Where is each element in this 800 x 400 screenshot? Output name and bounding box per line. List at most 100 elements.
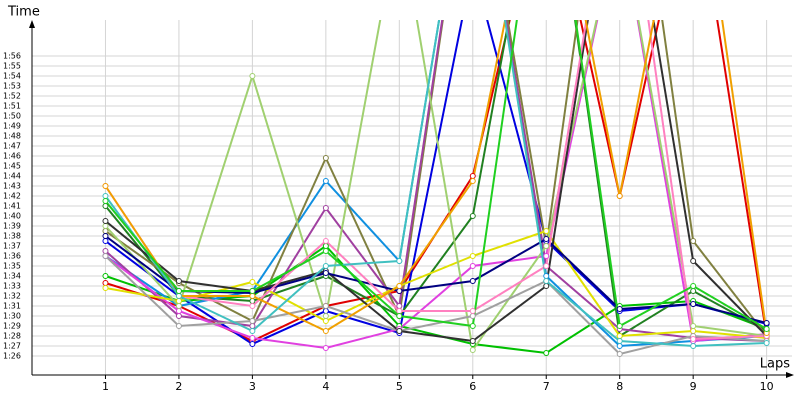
- point-marker: [249, 323, 256, 329]
- x-axis-label: Laps: [760, 357, 790, 372]
- point-marker: [102, 228, 109, 234]
- point-marker: [690, 323, 697, 329]
- point-marker: [543, 243, 550, 249]
- point-marker: [543, 273, 550, 279]
- point-marker: [469, 263, 476, 269]
- y-tick-label: 1:41: [3, 202, 21, 211]
- series-line: [104, 20, 767, 348]
- point-marker: [469, 178, 476, 184]
- point-marker: [322, 318, 329, 324]
- y-tick-label: 1:50: [3, 112, 21, 121]
- point-marker: [175, 298, 182, 304]
- point-marker: [175, 278, 182, 284]
- point-marker: [469, 308, 476, 314]
- point-marker: [469, 213, 476, 219]
- point-marker: [249, 318, 256, 324]
- point-marker: [469, 313, 476, 319]
- y-axis-label: Time: [7, 5, 40, 20]
- point-marker: [249, 341, 256, 347]
- point-marker: [249, 328, 256, 334]
- point-marker: [322, 328, 329, 334]
- y-tick-label: 1:51: [3, 102, 21, 111]
- y-tick-label: 1:53: [3, 82, 21, 91]
- point-marker: [543, 228, 550, 234]
- point-marker: [102, 233, 109, 239]
- y-tick-label: 1:48: [3, 132, 21, 141]
- series-line: [104, 20, 767, 341]
- y-tick-label: 1:49: [3, 122, 21, 131]
- point-marker: [690, 301, 697, 307]
- point-marker: [690, 343, 697, 349]
- x-tick-label: 8: [616, 380, 623, 393]
- point-marker: [102, 238, 109, 244]
- point-marker: [175, 323, 182, 329]
- x-axis-arrow: [786, 372, 794, 378]
- point-marker: [322, 345, 329, 351]
- y-tick-label: 1:33: [3, 282, 21, 291]
- point-marker: [175, 288, 182, 294]
- point-marker: [249, 279, 256, 285]
- point-marker: [249, 288, 256, 294]
- y-tick-label: 1:31: [3, 302, 21, 311]
- point-marker: [690, 336, 697, 342]
- point-marker: [322, 248, 329, 254]
- point-marker: [396, 283, 403, 289]
- point-marker: [102, 285, 109, 291]
- point-marker: [543, 253, 550, 259]
- point-marker: [175, 293, 182, 299]
- series-line: [104, 20, 767, 353]
- series-line: [104, 20, 768, 343]
- point-marker: [322, 178, 329, 184]
- point-marker: [690, 238, 697, 244]
- y-tick-label: 1:26: [3, 352, 21, 361]
- x-tick-label: 10: [760, 380, 774, 393]
- point-marker: [690, 283, 697, 289]
- y-tick-label: 1:36: [3, 252, 21, 261]
- point-marker: [543, 283, 550, 289]
- series-line: [104, 20, 768, 334]
- y-tick-label: 1:32: [3, 292, 21, 301]
- point-marker: [616, 343, 623, 349]
- y-tick-label: 1:54: [3, 72, 21, 81]
- x-tick-label: 4: [322, 380, 329, 393]
- series-line: [104, 255, 767, 356]
- point-marker: [396, 258, 403, 264]
- y-tick-label: 1:46: [3, 152, 21, 161]
- x-tick-label: 1: [102, 380, 109, 393]
- series-line: [104, 235, 767, 324]
- y-tick-label: 1:40: [3, 212, 21, 221]
- point-marker: [322, 263, 329, 269]
- y-tick-label: 1:38: [3, 232, 21, 241]
- point-marker: [396, 313, 403, 319]
- point-marker: [763, 340, 770, 346]
- point-marker: [469, 347, 476, 353]
- y-tick-label: 1:47: [3, 142, 21, 151]
- y-tick-label: 1:43: [3, 182, 21, 191]
- point-marker: [543, 236, 550, 242]
- point-marker: [249, 303, 256, 309]
- point-marker: [175, 303, 182, 309]
- point-marker: [469, 338, 476, 344]
- x-tick-label: 5: [396, 380, 403, 393]
- point-marker: [102, 248, 109, 254]
- point-marker: [543, 350, 550, 356]
- point-marker: [690, 258, 697, 264]
- point-marker: [322, 205, 329, 211]
- x-tick-label: 9: [690, 380, 697, 393]
- point-marker: [616, 338, 623, 344]
- y-tick-label: 1:42: [3, 192, 21, 201]
- y-tick-label: 1:44: [3, 172, 21, 181]
- y-tick-label: 1:56: [3, 52, 21, 61]
- point-marker: [396, 328, 403, 334]
- point-marker: [102, 273, 109, 279]
- tick-labels: 1:261:271:281:291:301:311:321:331:341:35…: [3, 52, 774, 394]
- point-marker: [322, 313, 329, 319]
- point-marker: [102, 193, 109, 199]
- series-line: [104, 20, 768, 330]
- x-tick-label: 2: [175, 380, 182, 393]
- point-marker: [322, 238, 329, 244]
- point-marker: [322, 308, 329, 314]
- point-marker: [249, 298, 256, 304]
- grid: [32, 20, 792, 375]
- point-marker: [396, 288, 403, 294]
